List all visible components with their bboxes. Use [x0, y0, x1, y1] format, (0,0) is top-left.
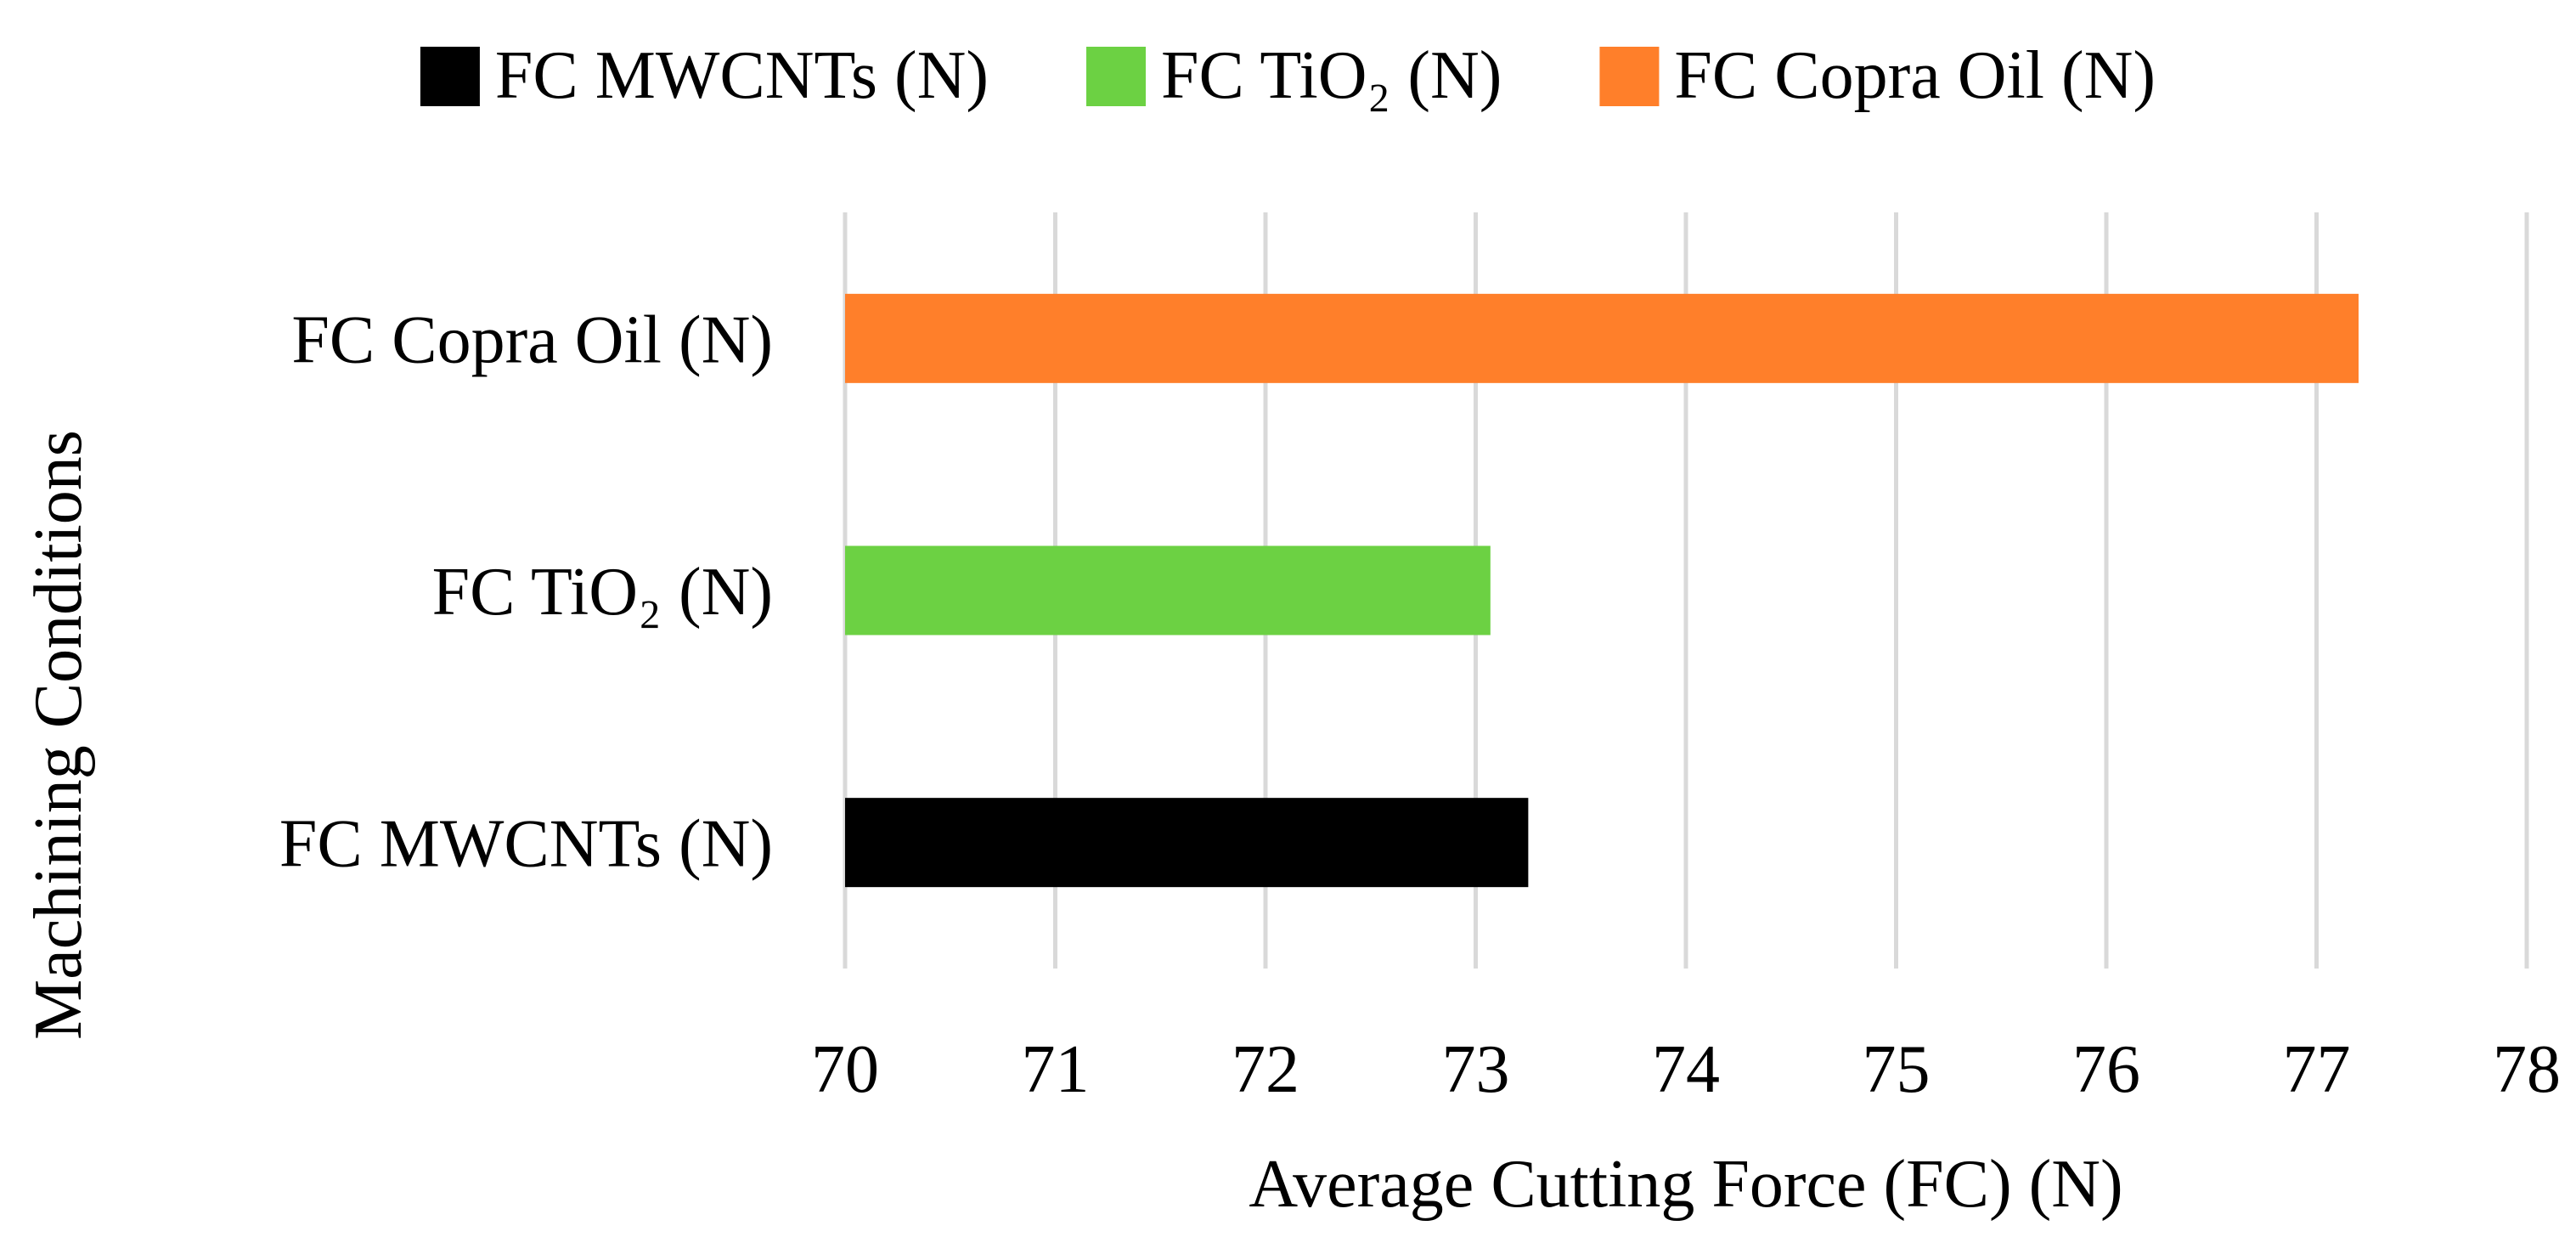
x-tick-label: 75: [1863, 1032, 1931, 1107]
y-category-label: FC Copra Oil (N): [291, 302, 773, 377]
bar: [845, 293, 2359, 383]
bar: [845, 545, 1491, 635]
y-category-labels: FC MWCNTs (N) FC TiO₂ (N) FC Copra Oil (N): [279, 302, 773, 881]
x-tick-label: 76: [2072, 1032, 2140, 1107]
legend-label: FC Copra Oil (N): [1674, 38, 2156, 113]
legend-swatch: [420, 47, 480, 106]
y-category-label: FC TiO₂ (N): [432, 555, 773, 630]
x-tick-label: 72: [1232, 1032, 1299, 1107]
x-tick-label: 78: [2493, 1032, 2561, 1107]
x-tick-label: 74: [1652, 1032, 1720, 1107]
x-tick-labels: 70 71 72 73 74 75 76 77 78: [811, 1032, 2561, 1107]
legend-swatch: [1086, 47, 1147, 106]
x-tick-label: 71: [1022, 1032, 1090, 1107]
legend: FC MWCNTs (N) FC TiO₂ (N) FC Copra Oil (N): [420, 38, 2156, 113]
x-axis-title: Average Cutting Force (FC) (N): [1249, 1147, 2122, 1222]
legend-swatch: [1599, 47, 1660, 106]
x-tick-label: 70: [811, 1032, 879, 1107]
bar: [845, 798, 1529, 888]
x-tick-label: 73: [1442, 1032, 1510, 1107]
legend-label: FC TiO₂ (N): [1161, 38, 1502, 113]
bars: [845, 293, 2359, 888]
y-axis-title: Machining Conditions: [21, 430, 96, 1040]
x-tick-label: 77: [2283, 1032, 2351, 1107]
legend-label: FC MWCNTs (N): [495, 38, 989, 113]
y-category-label: FC MWCNTs (N): [279, 807, 773, 882]
